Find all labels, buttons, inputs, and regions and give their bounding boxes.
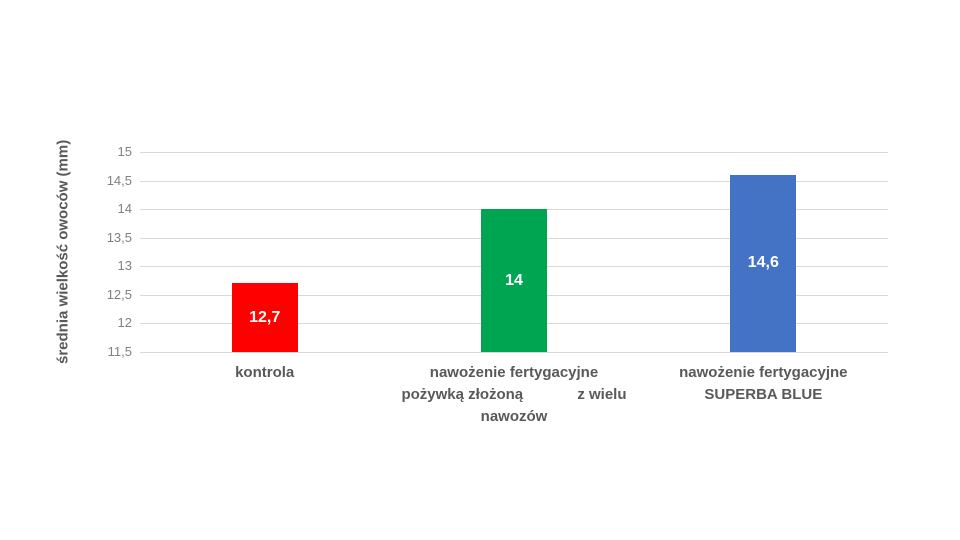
bar-value-label: 12,7 <box>249 308 281 326</box>
y-tick-label: 12,5 <box>106 286 132 302</box>
bar-2: 14 <box>481 209 547 352</box>
category-label: nawożenie fertygacyjne pożywką złożoną z … <box>384 362 644 428</box>
y-tick-label: 12 <box>117 315 132 331</box>
gridline <box>140 152 888 153</box>
bar-value-label: 14,6 <box>747 254 779 272</box>
y-tick-label: 14,5 <box>106 172 132 188</box>
category-label-line: nawożenie fertygacyjne <box>429 364 599 381</box>
category-label-line: pożywką złożoną z wielu <box>401 386 627 403</box>
y-tick-label: 15 <box>117 144 132 159</box>
category-label-line: nawożenie fertygacyjne <box>679 364 848 381</box>
y-tick-label: 13 <box>117 258 132 274</box>
category-label: kontrola <box>135 362 395 384</box>
y-tick-label: 11,5 <box>107 344 132 359</box>
gridline <box>140 352 888 353</box>
bar-3: 14,6 <box>730 174 797 352</box>
category-label-line: SUPERBA BLUE <box>704 386 823 403</box>
bar-value-label: 14 <box>505 271 523 289</box>
category-label-line: kontrola <box>235 364 295 381</box>
category-label-line: nawozów <box>480 408 548 425</box>
y-tick-label: 13,5 <box>106 229 132 245</box>
y-axis-title: średnia wielkość owoców (mm) <box>54 139 72 365</box>
bar-1: 12,7 <box>231 283 298 352</box>
plot-area: 15 14,5 14 13,5 13 12,5 12 11,5 12,7 kontrola 14 na… <box>107 144 888 425</box>
y-tick-label: 14 <box>117 201 132 217</box>
category-label: nawożenie fertygacyjne SUPERBA BLUE <box>633 362 893 406</box>
gridline <box>140 180 888 182</box>
